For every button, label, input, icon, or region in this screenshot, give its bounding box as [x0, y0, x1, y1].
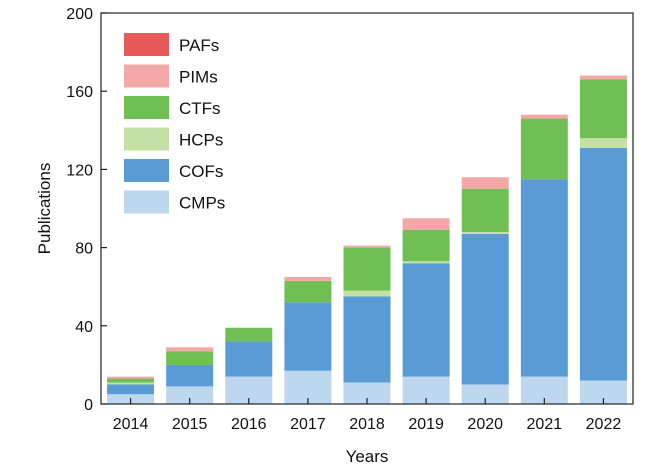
bar-ctfs-2022: [579, 79, 627, 139]
bar-hcps-2014: [107, 382, 155, 385]
bar-hcps-2018: [343, 290, 391, 297]
bar-cofs-2021: [520, 179, 568, 377]
legend-swatch-ctfs: [124, 96, 169, 119]
x-tick-label-2018: 2018: [349, 416, 385, 433]
x-tick-label-2014: 2014: [113, 416, 149, 433]
x-tick-label-2020: 2020: [467, 416, 503, 433]
bar-cofs-2018: [343, 296, 391, 383]
bar-ctfs-2018: [343, 247, 391, 291]
bar-pims-2020: [461, 177, 509, 189]
legend-swatch-pims: [124, 64, 169, 88]
bar-ctfs-2019: [402, 230, 450, 262]
y-tick-label-200: 200: [66, 6, 93, 23]
x-tick-label-2022: 2022: [586, 416, 622, 433]
bar-pims-2019: [402, 218, 450, 231]
bar-pims-2014: [107, 376, 155, 379]
bar-ctfs-2021: [520, 118, 568, 180]
bar-ctfs-2017: [284, 280, 332, 303]
bar-pims-2022: [579, 75, 627, 80]
bar-cmps-2018: [343, 382, 391, 404]
bar-pims-2017: [284, 276, 332, 281]
y-axis-title: Publications: [35, 163, 54, 255]
y-tick-label-80: 80: [75, 241, 93, 258]
bar-cofs-2016: [225, 341, 273, 377]
bar-cmps-2020: [461, 384, 509, 404]
bar-cofs-2019: [402, 263, 450, 377]
x-tick-label-2017: 2017: [290, 416, 326, 433]
bar-ctfs-2020: [461, 188, 509, 232]
legend-label-cofs: COFs: [179, 162, 223, 181]
bar-hcps-2020: [461, 231, 509, 234]
legend-swatch-cofs: [124, 159, 169, 182]
y-tick-label-40: 40: [75, 319, 93, 336]
legend-label-hcps: HCPs: [179, 131, 223, 150]
bar-cofs-2020: [461, 233, 509, 385]
x-tick-label-2021: 2021: [527, 416, 563, 433]
bar-cofs-2017: [284, 302, 332, 371]
legend-swatch-pafs: [124, 33, 169, 56]
bar-hcps-2019: [402, 261, 450, 264]
y-tick-label-160: 160: [66, 84, 93, 101]
legend-label-ctfs: CTFs: [179, 99, 221, 118]
legend: PAFs PIMs CTFs HCPs COFs CMPs: [124, 33, 225, 214]
legend-label-cmps: CMPs: [179, 194, 225, 213]
y-tick-label-120: 120: [66, 162, 93, 179]
bar-pims-2018: [343, 245, 391, 248]
bar-cofs-2015: [166, 364, 214, 387]
bar-pims-2021: [520, 114, 568, 119]
bars-layer: [107, 75, 627, 404]
bar-ctfs-2015: [166, 351, 214, 365]
bar-ctfs-2016: [225, 327, 273, 342]
legend-swatch-cmps: [124, 190, 169, 214]
bar-cofs-2014: [107, 384, 155, 395]
x-axis-title: Years: [346, 447, 389, 466]
y-tick-label-0: 0: [84, 397, 93, 414]
legend-label-pims: PIMs: [179, 68, 218, 87]
axes: 0 40 80 120 160 200 2014 2015 2016 2017 2018 2019 20…: [66, 6, 634, 433]
bar-cmps-2022: [579, 380, 627, 404]
bar-hcps-2022: [579, 138, 627, 148]
x-tick-label-2015: 2015: [172, 416, 208, 433]
legend-swatch-hcps: [124, 127, 169, 151]
bar-ctfs-2014: [107, 378, 155, 383]
legend-label-pafs: PAFs: [179, 36, 219, 55]
x-tick-label-2019: 2019: [408, 416, 444, 433]
bar-cmps-2015: [166, 386, 214, 404]
bar-pims-2015: [166, 347, 214, 352]
bar-cofs-2022: [579, 147, 627, 381]
x-tick-label-2016: 2016: [231, 416, 267, 433]
